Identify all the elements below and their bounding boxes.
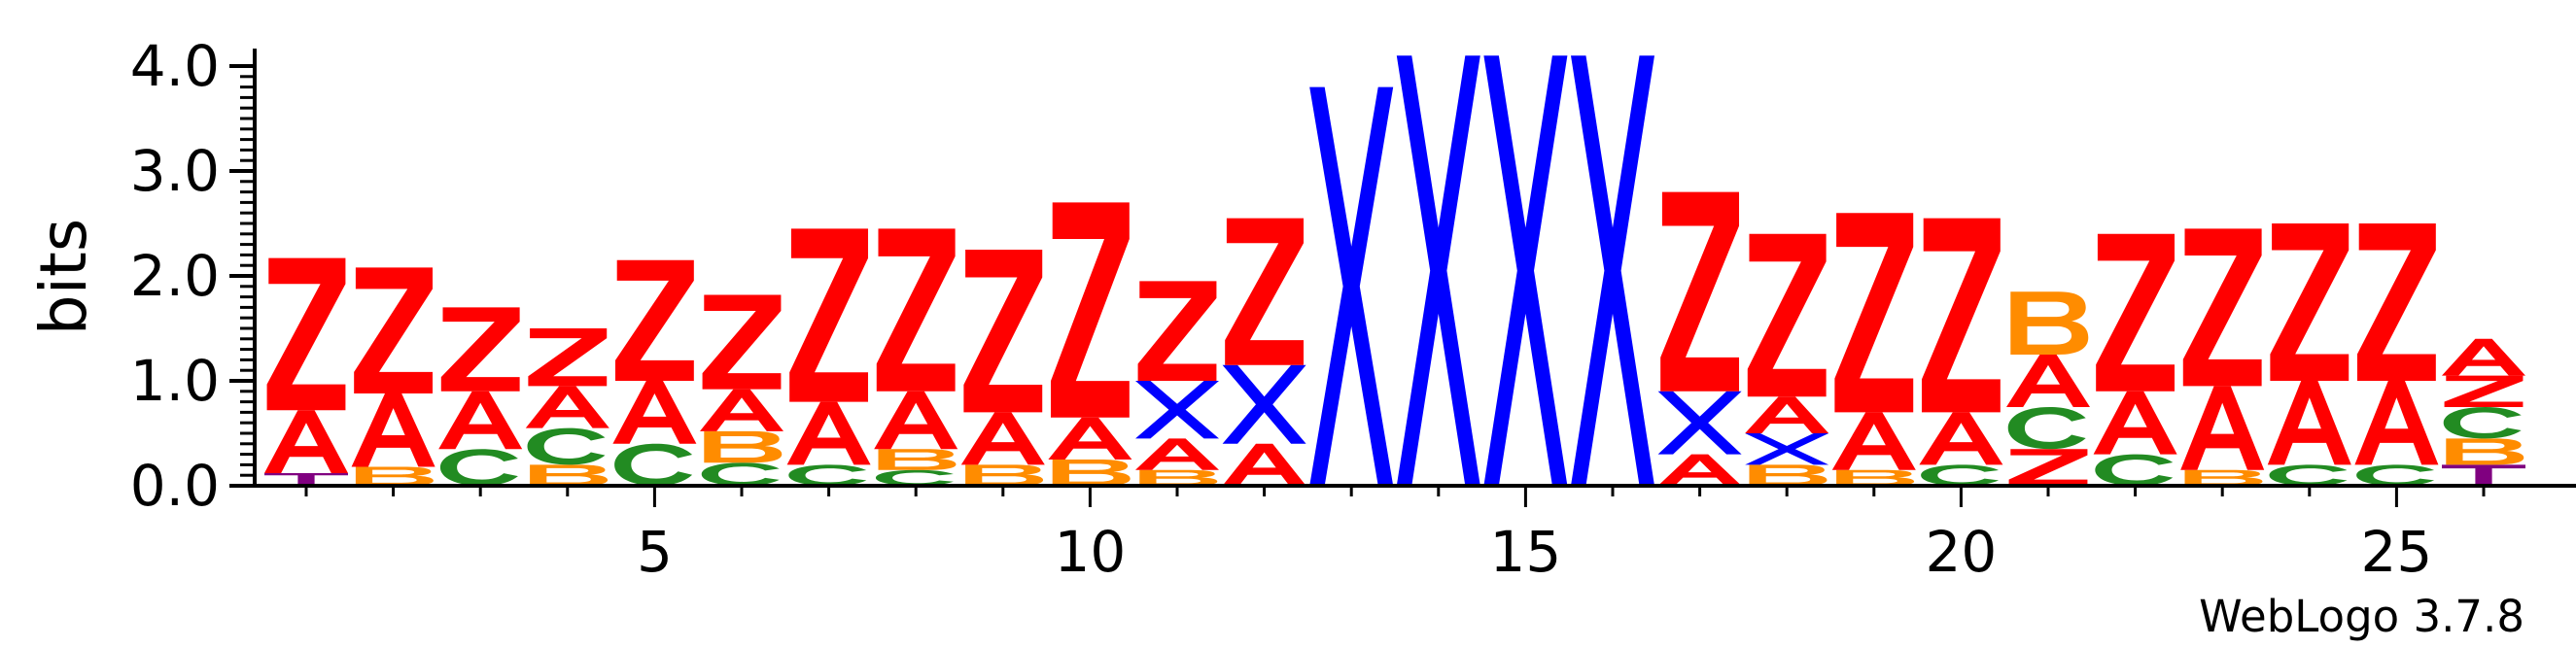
logo-letter-B-pos-2	[355, 466, 434, 486]
logo-letter-X-pos-11	[1135, 381, 1219, 439]
logo-letter-Z-pos-2	[354, 267, 434, 393]
x-tick-label: 10	[1054, 519, 1126, 585]
logo-letter-Z-pos-7	[789, 228, 869, 402]
logo-letter-A-pos-6	[700, 389, 783, 431]
logo-letter-A-pos-8	[874, 391, 958, 450]
logo-letter-A-pos-23	[2180, 386, 2265, 470]
logo-letter-T-pos-26	[2442, 464, 2525, 486]
logo-letter-A-pos-7	[786, 401, 871, 465]
logo-letter-B-pos-9	[965, 464, 1044, 486]
logo-letter-C-pos-20	[1921, 464, 2000, 486]
x-tick-label: 15	[1489, 519, 1561, 585]
logo-letter-X-pos-14	[1396, 55, 1480, 486]
logo-letter-C-pos-26	[2443, 407, 2522, 439]
logo-letter-A-pos-1	[264, 410, 348, 474]
logo-letter-A-pos-10	[1048, 417, 1132, 460]
y-tick-label: 4.0	[130, 33, 220, 99]
y-tick-label: 1.0	[130, 348, 220, 414]
y-tick-label: 2.0	[130, 243, 220, 309]
logo-letter-C-pos-7	[788, 464, 867, 486]
logo-letter-A-pos-26	[2442, 338, 2525, 376]
logo-letter-B-pos-8	[878, 449, 957, 470]
logo-letter-A-pos-2	[351, 392, 435, 467]
logo-letter-Z-pos-11	[1137, 281, 1217, 381]
logo-letter-C-pos-21	[2007, 407, 2086, 450]
logo-letter-A-pos-17	[1657, 454, 1742, 486]
logo-letter-Z-pos-20	[1921, 218, 2001, 413]
logo-letter-Z-pos-21	[2008, 449, 2088, 486]
logo-letter-C-pos-4	[527, 427, 606, 465]
logo-letter-A-pos-21	[2006, 355, 2090, 407]
logo-letter-Z-pos-3	[440, 307, 520, 392]
logo-letter-X-pos-18	[1745, 433, 1829, 465]
logo-letter-B-pos-4	[530, 464, 609, 486]
logo-letter-B-pos-19	[1836, 469, 1915, 486]
x-tick-label: 5	[637, 519, 673, 585]
logo-letter-C-pos-24	[2269, 464, 2348, 486]
logo-letter-B-pos-11	[1139, 469, 1218, 486]
logo-letter-X-pos-13	[1309, 86, 1394, 486]
logo-letter-X-pos-15	[1483, 55, 1568, 486]
logo-letter-A-pos-3	[438, 391, 523, 450]
logo-letter-Z-pos-18	[1747, 233, 1827, 397]
logo-letter-C-pos-22	[2095, 454, 2174, 486]
logo-letter-A-pos-20	[1919, 412, 2003, 465]
logo-letter-C-pos-25	[2356, 464, 2435, 486]
logo-letter-B-pos-23	[2184, 469, 2263, 486]
logo-letter-Z-pos-23	[2182, 228, 2262, 387]
logo-letter-stacks	[264, 55, 2525, 486]
logo-letter-A-pos-11	[1135, 438, 1219, 470]
logo-letter-C-pos-3	[439, 449, 518, 486]
logo-letter-Z-pos-26	[2444, 375, 2524, 407]
logo-letter-Z-pos-4	[528, 328, 608, 387]
x-tick-label: 20	[1925, 519, 1997, 585]
x-tick-label: 25	[2360, 519, 2432, 585]
logo-letter-Z-pos-19	[1834, 213, 1914, 413]
logo-letter-Z-pos-22	[2096, 233, 2176, 392]
logo-letter-B-pos-6	[704, 430, 783, 463]
logo-letter-A-pos-24	[2267, 381, 2351, 465]
logo-letter-Z-pos-25	[2356, 223, 2436, 381]
y-tick-label: 0.0	[130, 453, 220, 519]
logo-letter-A-pos-12	[1222, 443, 1306, 486]
logo-letter-Z-pos-9	[963, 250, 1043, 413]
logo-letter-A-pos-5	[612, 381, 697, 444]
logo-letter-Z-pos-24	[2270, 223, 2350, 381]
logo-letter-Z-pos-17	[1660, 191, 1740, 392]
logo-letter-Z-pos-10	[1050, 202, 1130, 418]
logo-letter-X-pos-12	[1222, 364, 1306, 444]
y-ticks: 0.0 1.0 2.0 3.0 4.0	[130, 33, 255, 519]
logo-letter-A-pos-9	[960, 412, 1045, 465]
logo-letter-B-pos-18	[1749, 464, 1828, 486]
logo-letter-Z-pos-12	[1225, 218, 1305, 365]
logo-letter-C-pos-6	[701, 462, 780, 486]
logo-letter-X-pos-16	[1571, 55, 1654, 486]
logo-letter-Z-pos-5	[614, 259, 694, 381]
logo-letter-A-pos-4	[525, 386, 609, 428]
logo-letter-Z-pos-8	[876, 228, 956, 392]
y-axis-label: bits	[26, 219, 101, 336]
logo-letter-A-pos-25	[2354, 381, 2439, 465]
logo-letter-T-pos-1	[264, 473, 348, 486]
logo-letter-A-pos-19	[1831, 412, 1916, 470]
axes: 0.0 1.0 2.0 3.0 4.0 5 10 15 20 25	[130, 33, 2576, 585]
logo-letter-C-pos-5	[614, 443, 693, 486]
logo-letter-X-pos-17	[1657, 391, 1742, 455]
weblogo-credit: WebLogo 3.7.8	[2199, 591, 2524, 642]
logo-letter-A-pos-22	[2093, 391, 2177, 455]
y-tick-label: 3.0	[130, 138, 220, 204]
x-ticks: 5 10 15 20 25	[304, 486, 2486, 585]
logo-letter-Z-pos-1	[266, 257, 346, 411]
logo-letter-B-pos-21	[2010, 291, 2089, 355]
logo-letter-A-pos-18	[1745, 396, 1829, 433]
logo-letter-Z-pos-6	[702, 294, 782, 390]
logo-letter-C-pos-8	[875, 469, 954, 486]
logo-letter-B-pos-10	[1052, 460, 1131, 486]
logo-letter-B-pos-26	[2446, 438, 2524, 465]
